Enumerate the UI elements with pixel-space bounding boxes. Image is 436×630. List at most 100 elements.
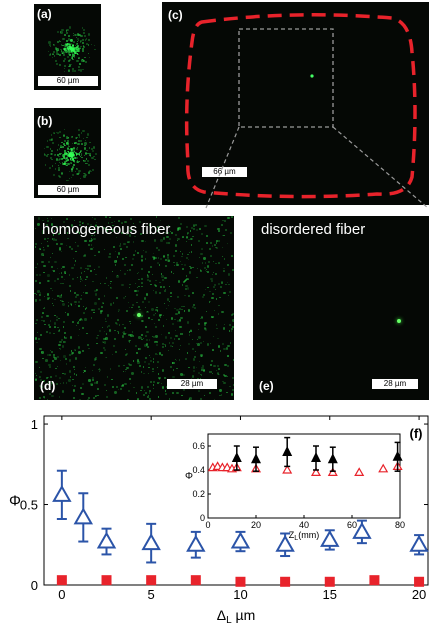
speckle-dot <box>141 233 143 235</box>
speckle-dot <box>67 136 69 138</box>
speckle-dot <box>46 227 49 230</box>
speckle-dot <box>231 388 234 392</box>
speckle-dot <box>84 239 87 243</box>
speckle-dot <box>65 363 68 365</box>
speckle-dot <box>184 357 188 361</box>
speckle-dot <box>105 229 109 233</box>
speckle-dot <box>160 382 162 384</box>
speckle-dot <box>51 302 53 304</box>
speckle-dot <box>73 32 75 34</box>
speckle-dot <box>108 255 111 259</box>
speckle-dot <box>178 216 181 219</box>
speckle-dot <box>189 329 192 332</box>
speckle-dot <box>89 223 93 227</box>
speckle-dot <box>154 323 156 325</box>
speckle-dot <box>69 48 73 51</box>
speckle-dot <box>103 248 105 250</box>
speckle-dot <box>48 297 51 300</box>
speckle-dot <box>117 275 119 277</box>
speckle-dot <box>74 48 76 50</box>
speckle-dot <box>89 240 91 242</box>
speckle-dot <box>145 338 149 341</box>
speckle-dot <box>223 267 225 270</box>
speckle-dot <box>71 156 73 158</box>
speckle-dot <box>136 352 138 354</box>
speckle-dot <box>84 370 86 372</box>
speckle-dot <box>72 257 74 259</box>
speckle-dot <box>103 331 105 333</box>
speckle-dot <box>148 301 151 304</box>
speckle-dot <box>75 168 78 170</box>
speckle-dot <box>98 265 101 268</box>
speckle-dot <box>233 358 234 361</box>
speckle-dot <box>179 325 182 329</box>
data-point-square <box>235 576 246 587</box>
speckle-dot <box>54 168 57 170</box>
speckle-dot <box>57 54 59 56</box>
speckle-dot <box>50 153 53 155</box>
speckle-dot <box>49 167 52 169</box>
speckle-dot <box>117 256 119 258</box>
speckle-dot <box>86 265 89 268</box>
speckle-dot <box>86 332 88 334</box>
speckle-dot <box>44 237 46 240</box>
speckle-dot <box>75 137 78 140</box>
inset-y-tick-label: 0.2 <box>192 489 205 499</box>
speckle-dot <box>58 159 61 162</box>
speckle-dot <box>139 308 141 310</box>
speckle-dot <box>51 297 54 300</box>
speckle-dot <box>232 319 234 322</box>
speckle-dot <box>88 44 90 46</box>
speckle-dot <box>62 44 64 47</box>
speckle-dot <box>164 345 167 347</box>
speckle-dot <box>48 324 50 326</box>
speckle-dot <box>125 368 128 371</box>
speckle-dot <box>97 225 100 229</box>
speckle-dot <box>144 344 147 347</box>
speckle-dot <box>46 398 48 400</box>
localized-spot-d <box>137 313 141 317</box>
speckle-dot <box>100 351 103 355</box>
speckle-dot <box>176 320 179 323</box>
speckle-dot <box>148 355 150 357</box>
speckle-dot <box>70 148 74 151</box>
speckle-dot <box>46 330 49 333</box>
speckle-dot <box>166 235 169 239</box>
speckle-dot <box>209 342 211 344</box>
panel-a-label: (a) <box>37 7 52 21</box>
speckle-dot <box>83 369 86 372</box>
speckle-dot <box>153 335 156 339</box>
speckle-dot <box>66 142 69 146</box>
speckle-dot <box>147 310 149 312</box>
speckle-dot <box>201 366 204 370</box>
speckle-dot <box>232 377 234 380</box>
speckle-dot <box>222 234 224 236</box>
speckle-dot <box>67 69 71 72</box>
y-axis-label: Φ <box>9 493 21 510</box>
speckle-dot <box>80 150 82 153</box>
speckle-dot <box>185 235 188 238</box>
speckle-dot <box>63 149 66 152</box>
speckle-dot <box>143 372 145 375</box>
speckle-dot <box>86 160 89 163</box>
speckle-dot <box>83 270 85 272</box>
speckle-dot <box>199 317 202 320</box>
speckle-dot <box>159 285 163 289</box>
panel-d-caption: homogeneous fiber <box>42 221 171 238</box>
speckle-dot <box>190 244 193 247</box>
speckle-dot <box>211 316 214 319</box>
speckle-dot <box>100 311 103 314</box>
speckle-dot <box>128 333 131 337</box>
speckle-dot <box>55 50 59 53</box>
speckle-dot <box>155 308 158 312</box>
speckle-dot <box>36 342 38 344</box>
speckle-dot <box>89 239 92 242</box>
speckle-dot <box>72 154 75 157</box>
speckle-dot <box>191 338 194 341</box>
speckle-dot <box>105 333 108 336</box>
speckle-dot <box>34 227 36 229</box>
speckle-dot <box>129 363 132 367</box>
speckle-dot <box>75 47 77 49</box>
speckle-dot <box>66 40 69 43</box>
speckle-dot <box>162 226 165 229</box>
